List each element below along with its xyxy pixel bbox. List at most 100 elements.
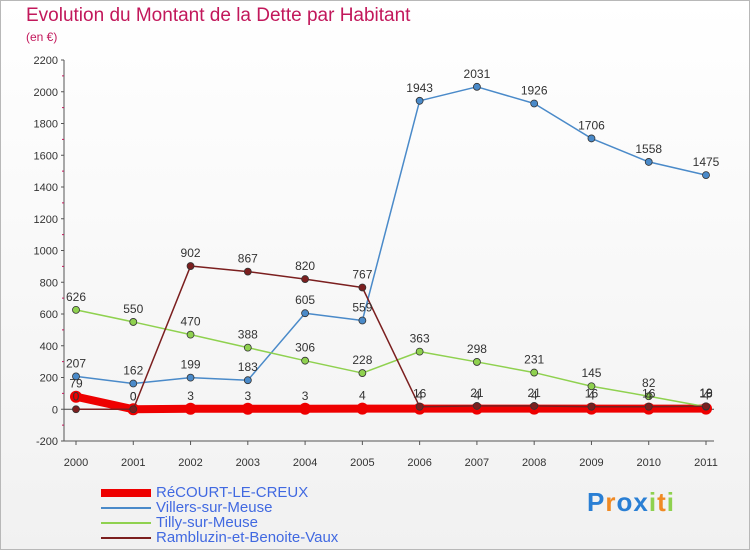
- data-label: 145: [581, 366, 601, 380]
- x-tick-label: 2004: [293, 457, 317, 469]
- data-point: [587, 402, 596, 411]
- series-Rambluzin-et-Benoite-Vaux: [72, 262, 710, 414]
- data-point: [186, 262, 195, 270]
- legend-item: RéCOURT-LE-CREUX: [101, 484, 401, 501]
- data-point: [587, 134, 596, 143]
- legend-item: Villers-sur-Meuse: [101, 499, 401, 516]
- data-point: [473, 402, 481, 410]
- series-RéCOURT-LE-CREUX: [70, 390, 712, 416]
- data-label: 162: [123, 364, 143, 378]
- data-label: 1706: [578, 118, 605, 132]
- data-label: 79: [69, 377, 83, 391]
- data-label: 902: [181, 246, 201, 260]
- data-label: 16: [585, 387, 599, 401]
- x-tick-label: 2003: [236, 457, 260, 469]
- data-label: 605: [295, 293, 315, 307]
- data-label: 4: [645, 389, 652, 403]
- x-tick-label: 2001: [121, 457, 145, 469]
- legend-item: Tilly-sur-Meuse: [101, 514, 401, 531]
- series-line: [75, 309, 707, 408]
- data-label: 0: [73, 389, 80, 403]
- legend-label: Villers-sur-Meuse: [156, 499, 273, 516]
- data-point: [184, 402, 197, 415]
- y-tick-label: 800: [40, 277, 58, 289]
- data-label: 388: [238, 328, 258, 342]
- x-tick-label: 2006: [407, 457, 431, 469]
- data-label: 0: [130, 389, 137, 403]
- series-Villers-sur-Meuse: [72, 82, 710, 388]
- legend-item: Rambluzin-et-Benoite-Vaux: [101, 529, 401, 546]
- data-point: [587, 382, 596, 391]
- data-label: 3: [302, 389, 309, 403]
- series-line: [75, 86, 707, 385]
- data-label: 4: [416, 389, 423, 403]
- data-label: 559: [352, 301, 372, 315]
- data-point: [186, 330, 195, 339]
- data-point: [415, 96, 424, 105]
- series-line: [72, 392, 710, 414]
- data-label: 207: [66, 356, 86, 370]
- data-label: 199: [181, 358, 201, 372]
- data-point: [358, 283, 367, 292]
- y-tick-label: 1200: [34, 214, 58, 226]
- data-point: [358, 369, 367, 377]
- data-point: [241, 402, 254, 415]
- data-point: [644, 392, 653, 401]
- data-point: [243, 376, 252, 385]
- data-point: [358, 316, 367, 325]
- x-tick-label: 2008: [522, 457, 546, 469]
- data-point: [186, 373, 195, 382]
- legend-label: Tilly-sur-Meuse: [156, 514, 258, 531]
- y-tick-label: 1400: [34, 182, 58, 194]
- data-label: 21: [528, 386, 542, 400]
- y-tick-label: 0: [52, 404, 58, 416]
- legend-label: Rambluzin-et-Benoite-Vaux: [156, 529, 339, 546]
- data-point: [301, 275, 309, 283]
- legend-swatch: [101, 489, 151, 497]
- data-point: [530, 368, 539, 377]
- data-point: [243, 267, 252, 276]
- data-label: 550: [123, 302, 143, 316]
- data-label: 1943: [406, 81, 433, 95]
- data-point: [356, 402, 369, 415]
- data-point: [72, 305, 80, 314]
- chart-unit-label: (en €): [26, 30, 58, 44]
- x-tick-label: 2011: [694, 457, 718, 469]
- y-tick-label: 2000: [34, 87, 58, 99]
- data-point: [473, 358, 481, 366]
- data-point: [644, 402, 653, 411]
- data-label: 1558: [635, 142, 662, 156]
- data-point: [72, 405, 80, 414]
- data-label: 19: [699, 386, 713, 400]
- series-line: [75, 265, 707, 410]
- x-tick-label: 2007: [465, 457, 489, 469]
- data-label: 4: [703, 389, 710, 403]
- data-point: [301, 309, 309, 318]
- data-point: [70, 390, 82, 403]
- data-label: 867: [238, 252, 258, 266]
- y-tick-label: 200: [40, 373, 58, 385]
- x-tick-label: 2000: [64, 457, 88, 469]
- data-label: 16: [699, 387, 713, 401]
- x-tick-label: 2009: [579, 457, 603, 469]
- data-label: 626: [66, 290, 86, 304]
- data-label: 470: [181, 315, 201, 329]
- y-tick-label: 1000: [34, 246, 58, 258]
- data-label: 0: [130, 389, 137, 403]
- data-point: [415, 402, 424, 411]
- data-point: [72, 372, 80, 381]
- data-label: 4: [474, 389, 481, 403]
- y-tick-label: 1600: [34, 150, 58, 162]
- data-label: 21: [470, 386, 484, 400]
- data-label: 82: [642, 376, 656, 390]
- data-label: 306: [295, 341, 315, 355]
- data-label: 16: [413, 387, 427, 401]
- data-label: 228: [352, 353, 372, 367]
- data-point: [129, 379, 138, 388]
- data-label: 1926: [521, 83, 548, 97]
- data-point: [644, 158, 653, 166]
- legend-swatch: [101, 522, 151, 524]
- data-label: 4: [531, 389, 538, 403]
- proxiti-logo: Proxiti: [587, 487, 675, 517]
- x-tick-label: 2005: [350, 457, 374, 469]
